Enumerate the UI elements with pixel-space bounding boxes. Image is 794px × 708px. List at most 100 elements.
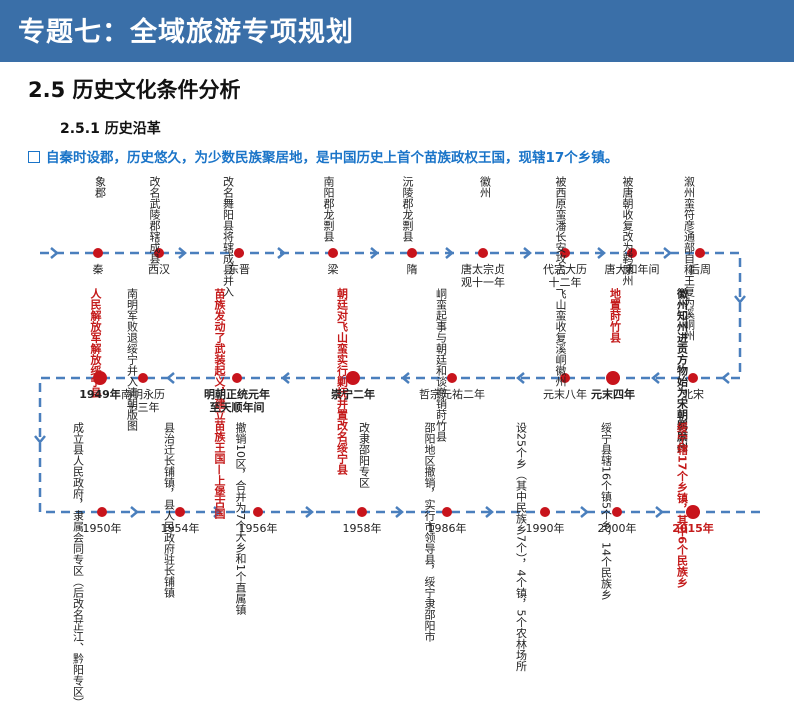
- timeline-event: 邵阳地区撤销，实行市领导县，绥宁隶邵阳市: [423, 422, 436, 642]
- timeline-dot: [346, 371, 360, 385]
- timeline-event: 改名武陵郡辖成县: [148, 176, 161, 264]
- timeline-path: [38, 251, 760, 514]
- timeline-dot: [407, 248, 417, 258]
- timeline-date-label-line: 观十一年: [461, 276, 505, 289]
- timeline-event: 溆州蛮符彦通部自称王复为溪峒州: [682, 176, 696, 341]
- timeline-event: 苗族发动了武装起义，建立苗族王国—上堡古国: [213, 288, 226, 519]
- timeline-date-label: 崇宁二年: [331, 388, 375, 401]
- timeline-event: 徽州知州进贡方物始为宋朝羁縻州: [675, 288, 689, 453]
- timeline-date-label-line: 至天顺年间: [209, 401, 265, 414]
- timeline-date-label: 1954年: [160, 522, 200, 535]
- timeline-date-label-line: 南明永历: [121, 388, 165, 401]
- timeline-event: 峒蛮起事与朝廷和谈撤销莳竹县: [434, 288, 448, 442]
- timeline-arrow: [734, 295, 746, 304]
- timeline-dot: [175, 507, 185, 517]
- timeline-date-label: 梁: [327, 263, 339, 276]
- timeline-event: 绥宁辖17个乡镇，其中6个民族乡: [675, 422, 689, 588]
- timeline-dot: [328, 248, 338, 258]
- timeline-dot: [695, 248, 705, 258]
- timeline-arrow: [485, 506, 494, 518]
- timeline-date-label: 后周: [689, 263, 711, 276]
- timeline-event: 飞山蛮收复溪峒徽州: [554, 288, 567, 387]
- timeline-dot: [234, 248, 244, 258]
- timeline-dot: [560, 373, 570, 383]
- timeline-arrow: [663, 247, 672, 259]
- timeline-event: 县治迁长铺镇，县人民政府驻长铺镇: [162, 422, 176, 598]
- timeline-date-label: 1990年: [525, 522, 565, 535]
- timeline-event: 绥宁县辖16个镇5个乡，14个民族乡: [599, 422, 613, 600]
- timeline-dot: [447, 373, 457, 383]
- timeline-arrow: [281, 372, 290, 384]
- timeline-event: 改隶邵阳专区: [357, 422, 371, 488]
- timeline-date-label: 唐大和年间: [604, 263, 660, 276]
- timeline-arrow: [277, 247, 286, 259]
- timeline-arrow: [50, 247, 59, 259]
- timeline-dot: [612, 507, 622, 517]
- timeline-dot: [97, 507, 107, 517]
- section-subtitle: 2.5.1 历史沿革: [60, 121, 161, 137]
- timeline-event: 成立县人民政府，隶属会同专区（后改名芷江、黔阳专区）: [71, 422, 85, 708]
- timeline-date-label: 1956年: [238, 522, 278, 535]
- timeline-event: 设25个乡（其中民族乡7个），4个镇，5个农林场所: [514, 422, 528, 672]
- timeline-arrow: [395, 506, 404, 518]
- timeline-date-label: 1949年: [79, 388, 121, 401]
- timeline-arrow: [597, 247, 606, 259]
- timeline-arrow: [445, 247, 454, 259]
- timeline-arrow: [651, 372, 660, 384]
- timeline-date-label: 明朝正统元年 至天顺年间: [204, 388, 270, 414]
- timeline-date-label: 唐太宗贞 观十一年: [461, 263, 505, 289]
- timeline-date-label: 哲宗元祐二年: [419, 388, 485, 401]
- timeline-arrow: [178, 247, 187, 259]
- timeline-dot: [442, 507, 452, 517]
- timeline-event: 南阳郡龙剽县: [322, 176, 335, 242]
- timeline-dot: [540, 507, 550, 517]
- timeline-date-label: 元末四年: [591, 388, 635, 401]
- timeline-arrow: [213, 506, 222, 518]
- timeline-dot: [93, 248, 103, 258]
- timeline-event: 象郡: [93, 176, 107, 198]
- timeline-event: 地置莳竹县: [608, 288, 622, 343]
- timeline-date-label: 代宗大历 十二年: [543, 263, 587, 289]
- timeline-dot: [154, 248, 164, 258]
- timeline-date-label: 秦: [92, 263, 104, 276]
- timeline-date-label: 北宋: [682, 388, 704, 401]
- timeline-date-label: 1950年: [82, 522, 122, 535]
- timeline-arrow: [401, 372, 410, 384]
- timeline-date-label: 东晋: [228, 263, 250, 276]
- timeline-dot: [138, 373, 148, 383]
- timeline-event: 人民解放军解放绥宁县: [89, 288, 102, 398]
- timeline-arrow: [523, 247, 532, 259]
- timeline-graphic: [34, 247, 760, 519]
- summary-text: 自秦时设郡，历史悠久，为少数民族聚居地，是中国历史上首个苗族政权王国，现辖17个…: [46, 150, 619, 166]
- timeline-event: 徽州: [478, 176, 492, 198]
- timeline-arrow: [305, 506, 314, 518]
- timeline-dot: [232, 373, 242, 383]
- timeline-date-label-line: 十三年: [126, 401, 160, 414]
- timeline-arrow: [370, 247, 379, 259]
- timeline-date-label: 1958年: [342, 522, 382, 535]
- timeline-event: 撤销10区，合并为7个大乡和1个直属镇: [234, 422, 247, 615]
- timeline-arrow: [655, 506, 664, 518]
- summary-line: 自秦时设郡，历史悠久，为少数民族聚居地，是中国历史上首个苗族政权王国，现辖17个…: [28, 146, 618, 166]
- timeline-date-label: 1986年: [427, 522, 467, 535]
- timeline-date-label-line: 唐太宗贞: [461, 263, 505, 276]
- timeline-event: 改名舞阳县将辖成县并入: [221, 176, 235, 297]
- timeline-dot: [686, 505, 700, 519]
- timeline-event: 沅陵郡龙剽县: [401, 176, 414, 242]
- timeline-dot: [253, 507, 263, 517]
- timeline-date-label: 元末八年: [543, 388, 587, 401]
- timeline-dot: [627, 248, 637, 258]
- timeline-arrow: [166, 372, 175, 384]
- timeline-event: 南明军败退绥宁并入清朝版图: [125, 288, 139, 431]
- timeline-date-label: 2015年: [672, 522, 714, 535]
- timeline-arrow: [130, 506, 139, 518]
- header-banner: 专题七：全域旅游专项规划: [0, 0, 794, 62]
- timeline-dot: [478, 248, 488, 258]
- timeline-dot: [606, 371, 620, 385]
- timeline-dot: [560, 248, 570, 258]
- timeline-event: 朝廷对飞山蛮实行剿抚并置改名绥宁县: [335, 288, 349, 475]
- timeline-dot: [93, 371, 107, 385]
- timeline-arrow: [516, 372, 525, 384]
- timeline-date-label-line: 十二年: [548, 276, 582, 289]
- timeline-date-label: 隋: [406, 263, 418, 276]
